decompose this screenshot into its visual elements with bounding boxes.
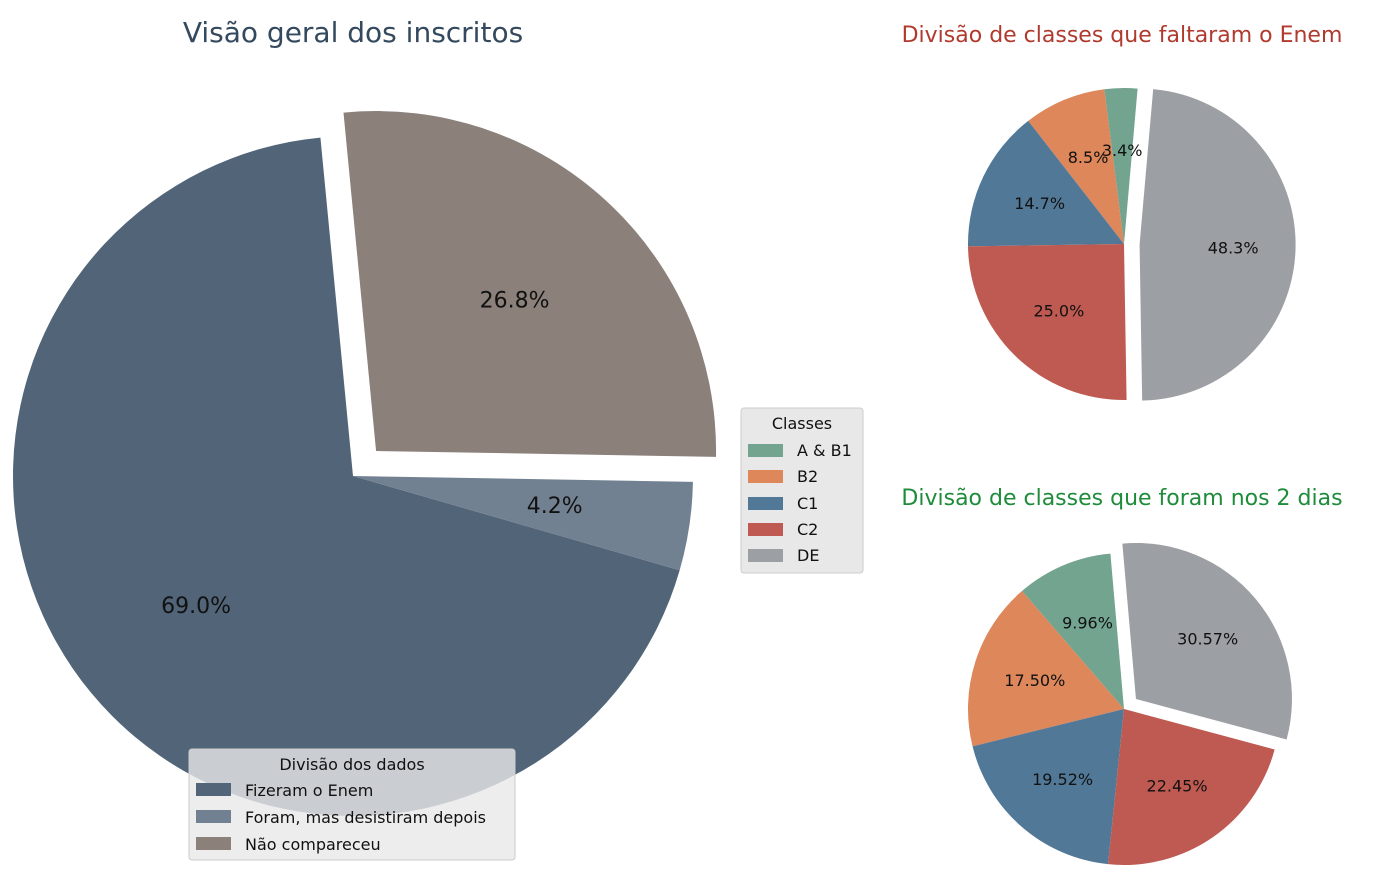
legend-label-b2: B2	[797, 467, 818, 486]
legend-label-de: DE	[797, 546, 819, 565]
pie-pct-label-b2: 8.5%	[1068, 148, 1109, 167]
pie-slice-n-o-compareceu	[343, 111, 717, 457]
pie-pct-label-n-o-compareceu: 26.8%	[480, 289, 550, 314]
pie-slice-c1	[972, 709, 1124, 865]
overview-title: Visão geral dos inscritos	[183, 16, 523, 49]
legend-swatch-de	[748, 549, 783, 562]
pie-pct-label-c1: 14.7%	[1014, 194, 1065, 213]
classes-legend: Classes A & B1 B2 C1 C2 DE	[740, 407, 864, 574]
legend-label-a-b1: A & B1	[797, 441, 852, 460]
pie-pct-label-c1: 19.52%	[1032, 770, 1093, 789]
classes-legend-row: C1	[748, 494, 818, 513]
legend-swatch-nao-compareceu	[196, 837, 231, 850]
pie-slice-a-b1	[1021, 553, 1124, 709]
pie-pct-label-fizeram-o-enem: 69.0%	[161, 594, 231, 619]
classes-legend-row: DE	[748, 546, 819, 565]
absent-classes-title: Divisão de classes que faltaram o Enem	[902, 23, 1343, 48]
pie-pct-label-b2: 17.50%	[1004, 671, 1065, 690]
pie-slice-c1	[968, 120, 1124, 247]
legend-swatch-b2	[748, 470, 783, 483]
pie-pct-label-de: 30.57%	[1177, 629, 1238, 648]
legend-swatch-c2	[748, 523, 783, 536]
legend-swatch-a-b1	[748, 444, 783, 457]
overview-legend-row: Não compareceu	[196, 835, 381, 854]
pie-slice-b2	[1028, 89, 1124, 244]
overview-legend: Divisão dos dados Fizeram o Enem Foram, …	[188, 748, 516, 861]
classes-legend-row: C2	[748, 520, 818, 539]
legend-label-c1: C1	[797, 494, 818, 513]
legend-swatch-fizeram	[196, 783, 231, 796]
present-classes-pie-chart: Divisão de classes que foram nos 2 dias …	[901, 486, 1343, 865]
legend-label-desistiram: Foram, mas desistiram depois	[245, 808, 486, 827]
pie-slice-fizeram-o-enem	[12, 137, 680, 816]
pie-slice-b2	[967, 591, 1124, 747]
legend-label-c2: C2	[797, 520, 818, 539]
pie-slice-foram-mas-desistiram-depois	[353, 476, 693, 571]
pie-slice-de	[1122, 542, 1292, 740]
legend-label-nao-compareceu: Não compareceu	[245, 835, 381, 854]
legend-swatch-c1	[748, 497, 783, 510]
classes-legend-title: Classes	[772, 414, 832, 433]
pie-pct-label-c2: 22.45%	[1147, 777, 1208, 796]
legend-swatch-desistiram	[196, 810, 231, 823]
pie-pct-label-de: 48.3%	[1208, 238, 1259, 257]
overview-legend-row: Foram, mas desistiram depois	[196, 808, 486, 827]
overview-pie-chart: Visão geral dos inscritos 69.0% 4.2% 26.8%	[12, 16, 717, 816]
overview-legend-row: Fizeram o Enem	[196, 781, 373, 800]
pie-slice-a-b1	[1104, 88, 1138, 245]
classes-legend-row: A & B1	[748, 441, 852, 460]
absent-classes-pie-chart: Divisão de classes que faltaram o Enem 3…	[902, 23, 1343, 401]
overview-legend-title: Divisão dos dados	[279, 755, 424, 774]
overview-legend-box	[188, 748, 516, 861]
pie-pct-label-a-b1: 9.96%	[1062, 613, 1113, 632]
pie-pct-label-a-b1: 3.4%	[1102, 141, 1143, 160]
legend-label-fizeram: Fizeram o Enem	[245, 781, 373, 800]
present-classes-title: Divisão de classes que foram nos 2 dias	[901, 486, 1342, 511]
pie-slice-de	[1139, 89, 1296, 401]
classes-legend-row: B2	[748, 467, 818, 486]
pie-pct-label-foram-mas-desistiram-depois: 4.2%	[527, 494, 583, 519]
pie-pct-label-c2: 25.0%	[1033, 302, 1084, 321]
pie-slice-c2	[968, 244, 1127, 400]
pie-slice-c2	[1108, 709, 1275, 865]
